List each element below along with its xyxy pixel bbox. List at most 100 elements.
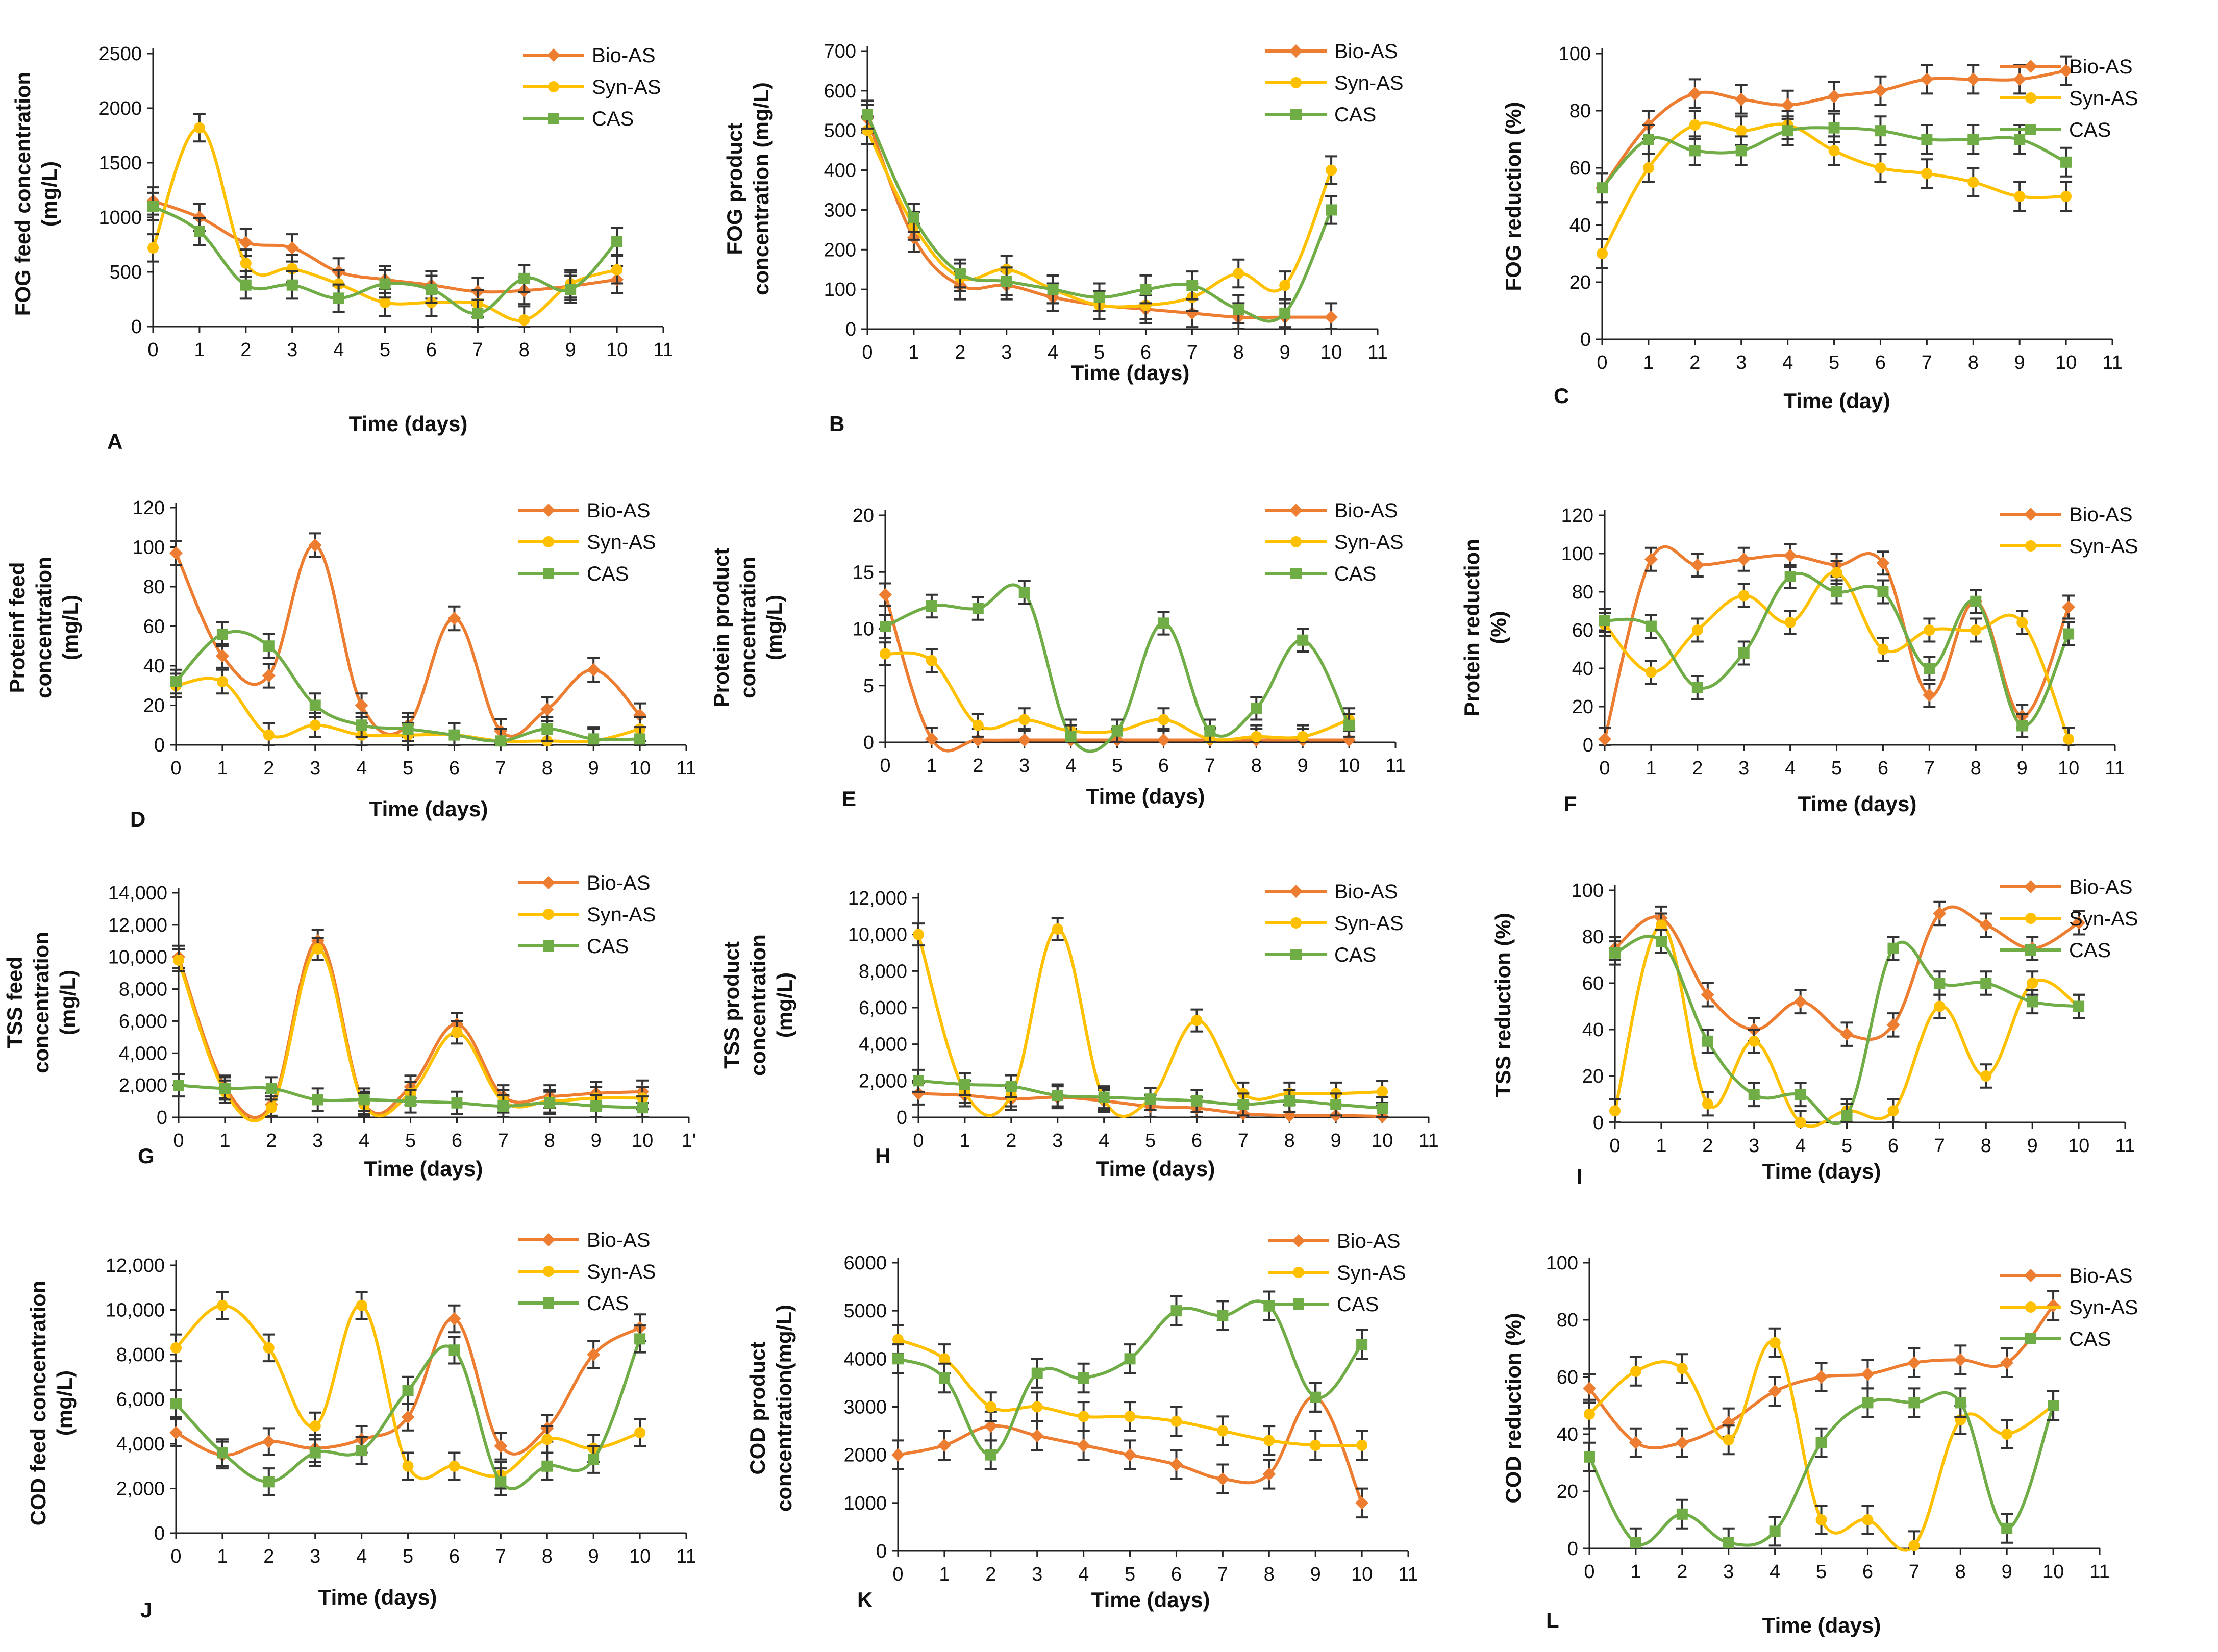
x-tick-label: 6 [1888,1135,1899,1157]
data-point-syn [1877,643,1889,655]
y-tick-label: 10 [853,619,874,640]
legend-marker-cas [543,568,554,579]
data-point-cas [1689,145,1701,157]
x-tick-label: 4 [1795,1135,1806,1157]
data-point-bio [587,1348,601,1361]
y-tick-label: 60 [1582,973,1604,994]
y-axis-title-line: COD feed concentration [26,1281,50,1526]
x-axis-title: Time (days) [1091,1588,1210,1612]
x-axis-title: Time (days) [369,797,488,821]
y-tick-label: 1000 [98,207,142,229]
y-tick-label: 60 [1569,158,1591,179]
y-tick-label: 120 [133,497,165,519]
data-point-syn [1769,1337,1781,1348]
data-point-cas [263,1476,275,1488]
data-point-syn [985,1401,996,1413]
data-point-cas [1887,942,1899,954]
data-point-syn [892,1334,904,1345]
data-point-cas [309,699,321,711]
series-line-syn [176,677,640,744]
y-tick-label: 12,000 [108,915,167,936]
x-tick-label: 1 [1646,758,1656,779]
x-tick-label: 1 [926,755,937,777]
data-point-syn [1691,624,1703,636]
legend-label: Syn-AS [2069,87,2138,110]
legend: Bio-AS Syn-AS CAS [2000,1265,2138,1350]
data-point-bio [2000,1356,2014,1369]
x-tick-label: 8 [1981,1135,1991,1157]
x-tick-label: 9 [1310,1564,1321,1585]
series-line-syn [152,126,617,322]
y-tick-label: 20 [1569,272,1591,293]
y-axis-title-line: concentration [29,932,53,1073]
data-point-cas [985,1449,996,1461]
x-tick-label: 3 [1723,1561,1734,1583]
legend-label: Syn-AS [1334,912,1404,935]
legend-label: Syn-AS [1337,1262,1406,1284]
data-point-cas [379,278,391,290]
legend-label: CAS [592,108,634,130]
data-point-syn [2014,191,2026,202]
data-point-syn [263,1342,275,1354]
y-tick-label: 0 [1580,329,1591,351]
y-tick-label: 8,000 [859,961,907,982]
legend: Bio-AS Syn-AS CAS [2000,56,2138,141]
y-axis-title-line: Protein product [709,548,733,708]
data-point-syn [880,648,891,660]
data-point-cas [892,1353,904,1365]
y-tick-label: 6,000 [116,1389,165,1411]
y-axis-title: TSS product concentration (mg/L) [719,934,796,1076]
legend-marker-syn [2025,1301,2036,1313]
data-point-bio [1629,1436,1642,1449]
x-axis-title: Time (day) [1783,389,1890,413]
data-point-cas [1924,663,1935,674]
data-point-bio [401,1410,415,1424]
x-tick-label: 3 [287,339,297,361]
data-point-cas [1908,1397,1920,1409]
series-cas [1599,564,2075,738]
legend-label: Syn-AS [587,531,656,554]
data-point-cas [1609,947,1621,959]
data-point-syn [1924,624,1935,636]
x-tick-label: 11 [2102,352,2122,373]
series-syn [892,1324,1368,1461]
data-point-cas [1343,719,1355,731]
data-point-bio [2062,600,2076,614]
data-point-cas [1047,284,1059,295]
y-tick-label: 200 [824,239,856,261]
x-tick-label: 0 [147,339,158,361]
data-point-syn [451,1027,463,1038]
series-bio [1598,543,2076,746]
x-tick-label: 0 [173,1130,184,1152]
x-tick-label: 6 [449,758,460,779]
series-line-syn [866,130,1333,309]
data-point-bio [1017,733,1031,747]
x-tick-label: 6 [1158,755,1169,777]
data-point-bio [169,1426,183,1440]
data-point-cas [1735,145,1747,157]
y-tick-label: 0 [876,1541,887,1562]
data-point-syn [1251,731,1262,742]
chart-panel-b: 0 100 200 300 400 500 600 700 0 1 2 3 4 5 6 7 8 9 10 11 Time… [722,40,1404,436]
series-line-bio [898,1395,1363,1504]
legend-label: Syn-AS [1334,72,1404,94]
data-point-cas [1738,647,1750,659]
chart-panel-c: 0 20 40 60 80 100 0 1 2 3 4 5 6 7 8 9 10 11 Time (day) FOG … [1501,43,2138,413]
x-tick-label: 8 [1955,1561,1966,1583]
y-tick-label: 100 [1546,1253,1578,1274]
data-point-bio [1675,1436,1689,1449]
data-point-syn [1609,1105,1621,1117]
legend-marker-bio [2024,880,2037,893]
data-point-cas [541,1460,553,1472]
series-cas [170,621,646,747]
x-tick-label: 7 [498,1130,509,1152]
data-point-cas [1356,1339,1368,1350]
data-point-syn [1356,1439,1368,1451]
data-point-bio [1954,1353,1967,1367]
x-tick-label: 10 [1338,755,1360,777]
legend-marker-syn [2025,540,2036,552]
legend-label: CAS [1334,104,1376,126]
data-point-bio [1814,1370,1828,1384]
data-point-bio [239,236,253,249]
x-tick-label: 5 [1094,342,1105,363]
